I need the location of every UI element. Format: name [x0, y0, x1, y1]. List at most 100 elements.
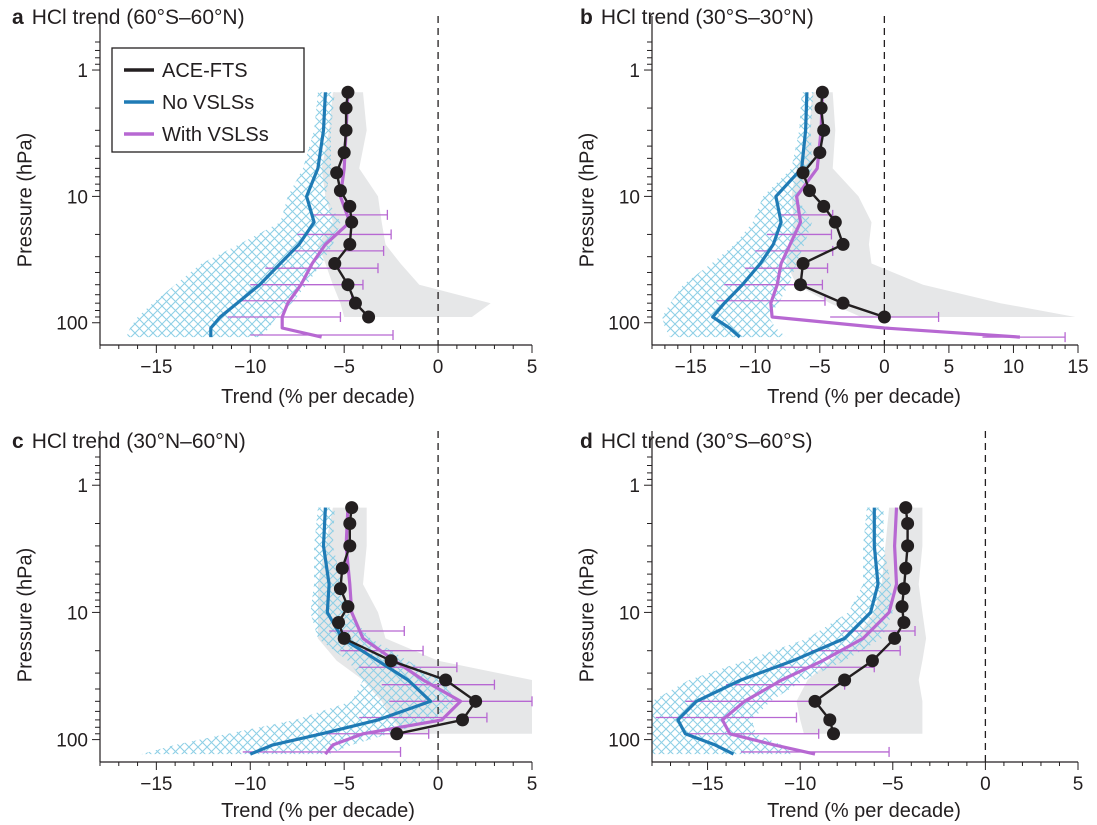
panel-b: 1 10 100 −15 −10 −5 0 5 10 15: [608, 16, 1089, 378]
x-tick-label: 0: [879, 357, 890, 378]
ace-fts-point: [343, 199, 357, 213]
panel-c-letter: c: [12, 430, 24, 453]
no-vsls-line: [711, 92, 809, 339]
panel-b-title-text: HCl trend (30°S–30°N): [600, 6, 814, 29]
ace-fts-point: [888, 631, 902, 645]
ace-fts-point: [341, 278, 355, 292]
legend: ACE-FTS No VSLSs With VSLSs: [111, 47, 305, 153]
x-tick-label: −5: [809, 357, 831, 378]
y-tick-label: 10: [619, 187, 640, 208]
ace-fts-point: [343, 237, 357, 251]
ace-fts-point: [836, 237, 850, 251]
ace-fts-point: [343, 539, 357, 553]
legend-label: ACE-FTS: [162, 60, 248, 82]
ace-fts-point: [796, 257, 810, 271]
ace-fts-point: [333, 582, 347, 596]
with-vsls-line: [769, 92, 1021, 339]
x-tick-label: −10: [234, 357, 266, 378]
legend-label: With VSLSs: [162, 124, 269, 146]
panel-d-title: d HCl trend (30°S–60°S): [580, 430, 813, 454]
legend-label: No VSLSs: [162, 92, 254, 114]
ace-fts-point: [817, 199, 831, 213]
y-tick-label: 100: [608, 731, 640, 752]
ace-fts-point: [823, 713, 837, 727]
x-tick-label: 10: [1003, 357, 1024, 378]
ace-fts-point: [793, 278, 807, 292]
y-tick-label: 10: [67, 187, 88, 208]
panel-d: 1 10 100 −15 −10 −5 0 5: [608, 431, 1083, 795]
x-tick-label: −15: [675, 357, 707, 378]
x-tick-label: 15: [1067, 357, 1088, 378]
no-vsls-line: [209, 92, 327, 338]
ace-fts-point: [341, 85, 355, 99]
ace-fts-point: [897, 582, 911, 596]
no-vsls-spread-hatch: [126, 92, 341, 338]
ace-fts-point: [802, 184, 816, 198]
panel-b-title: b HCl trend (30°S–30°N): [580, 6, 814, 30]
ace-fts-point: [815, 85, 829, 99]
x-tick-label: −15: [140, 774, 172, 795]
with-vsls-line: [720, 507, 899, 756]
ace-fts-point: [341, 600, 355, 614]
ace-fts-point: [901, 539, 915, 553]
panel-a: 1 10 100 −15 −10 −5 0 5 ACE-FTS No VSLSs With VSLS…: [56, 16, 537, 378]
with-vsls-line: [324, 507, 463, 756]
ace-fts-point: [814, 101, 828, 115]
ace-fts-point: [339, 101, 353, 115]
x-tick-label: 5: [1073, 774, 1084, 795]
ace-fts-point: [362, 310, 376, 324]
y-tick-label: 100: [608, 314, 640, 335]
panel-d-letter: d: [580, 430, 593, 453]
x-tick-label: 5: [527, 774, 538, 795]
ace-fts-point: [897, 615, 911, 629]
ace-fts-point: [865, 654, 879, 668]
panel-c-title: c HCl trend (30°N–60°N): [12, 430, 246, 454]
x-tick-label: −5: [882, 774, 904, 795]
panel-d-title-text: HCl trend (30°S–60°S): [600, 430, 813, 453]
x-tick-label: −5: [333, 774, 355, 795]
panel-b-letter: b: [580, 6, 593, 29]
x-tick-label: 0: [433, 357, 444, 378]
ace-uncertainty-band: [786, 92, 1076, 317]
panel-b-xlabel: Trend (% per decade): [767, 386, 961, 408]
panel-c-xlabel: Trend (% per decade): [221, 800, 415, 822]
ace-fts-point: [838, 673, 852, 687]
ace-fts-point: [343, 517, 357, 531]
ace-fts-point: [335, 561, 349, 575]
no-vsls-line: [249, 507, 433, 756]
x-tick-label: −15: [140, 357, 172, 378]
ace-fts-point: [808, 694, 822, 708]
panel-c: 1 10 100 −15 −10 −5 0 5: [56, 431, 537, 795]
x-tick-label: −10: [784, 774, 816, 795]
ace-fts-point: [337, 146, 351, 160]
y-tick-label: 10: [619, 603, 640, 624]
panel-a-letter: a: [12, 6, 24, 29]
x-tick-label: 5: [527, 357, 538, 378]
ace-fts-point: [456, 713, 470, 727]
no-vsls-line: [676, 507, 880, 756]
panel-d-xlabel: Trend (% per decade): [767, 800, 961, 822]
x-tick-label: −15: [691, 774, 723, 795]
x-tick-label: −10: [234, 774, 266, 795]
y-tick-label: 100: [56, 731, 88, 752]
no-vsls-spread-hatch: [141, 507, 457, 755]
no-vsls-spread-hatch: [662, 92, 814, 338]
ace-uncertainty-band: [317, 92, 491, 317]
ace-fts-point: [384, 654, 398, 668]
ace-fts-point: [469, 694, 483, 708]
x-tick-label: 0: [433, 774, 444, 795]
x-tick-label: −10: [739, 357, 771, 378]
ace-fts-point: [828, 215, 842, 229]
ace-uncertainty-band: [796, 507, 927, 734]
ace-fts-point: [333, 184, 347, 198]
ace-fts-point: [345, 501, 359, 515]
y-tick-label: 10: [67, 603, 88, 624]
panel-a-xlabel: Trend (% per decade): [221, 386, 415, 408]
ace-fts-point: [813, 146, 827, 160]
ace-fts-point: [796, 166, 810, 180]
ace-fts-point: [877, 310, 891, 324]
ace-fts-point: [348, 296, 362, 310]
ace-fts-point: [332, 615, 346, 629]
